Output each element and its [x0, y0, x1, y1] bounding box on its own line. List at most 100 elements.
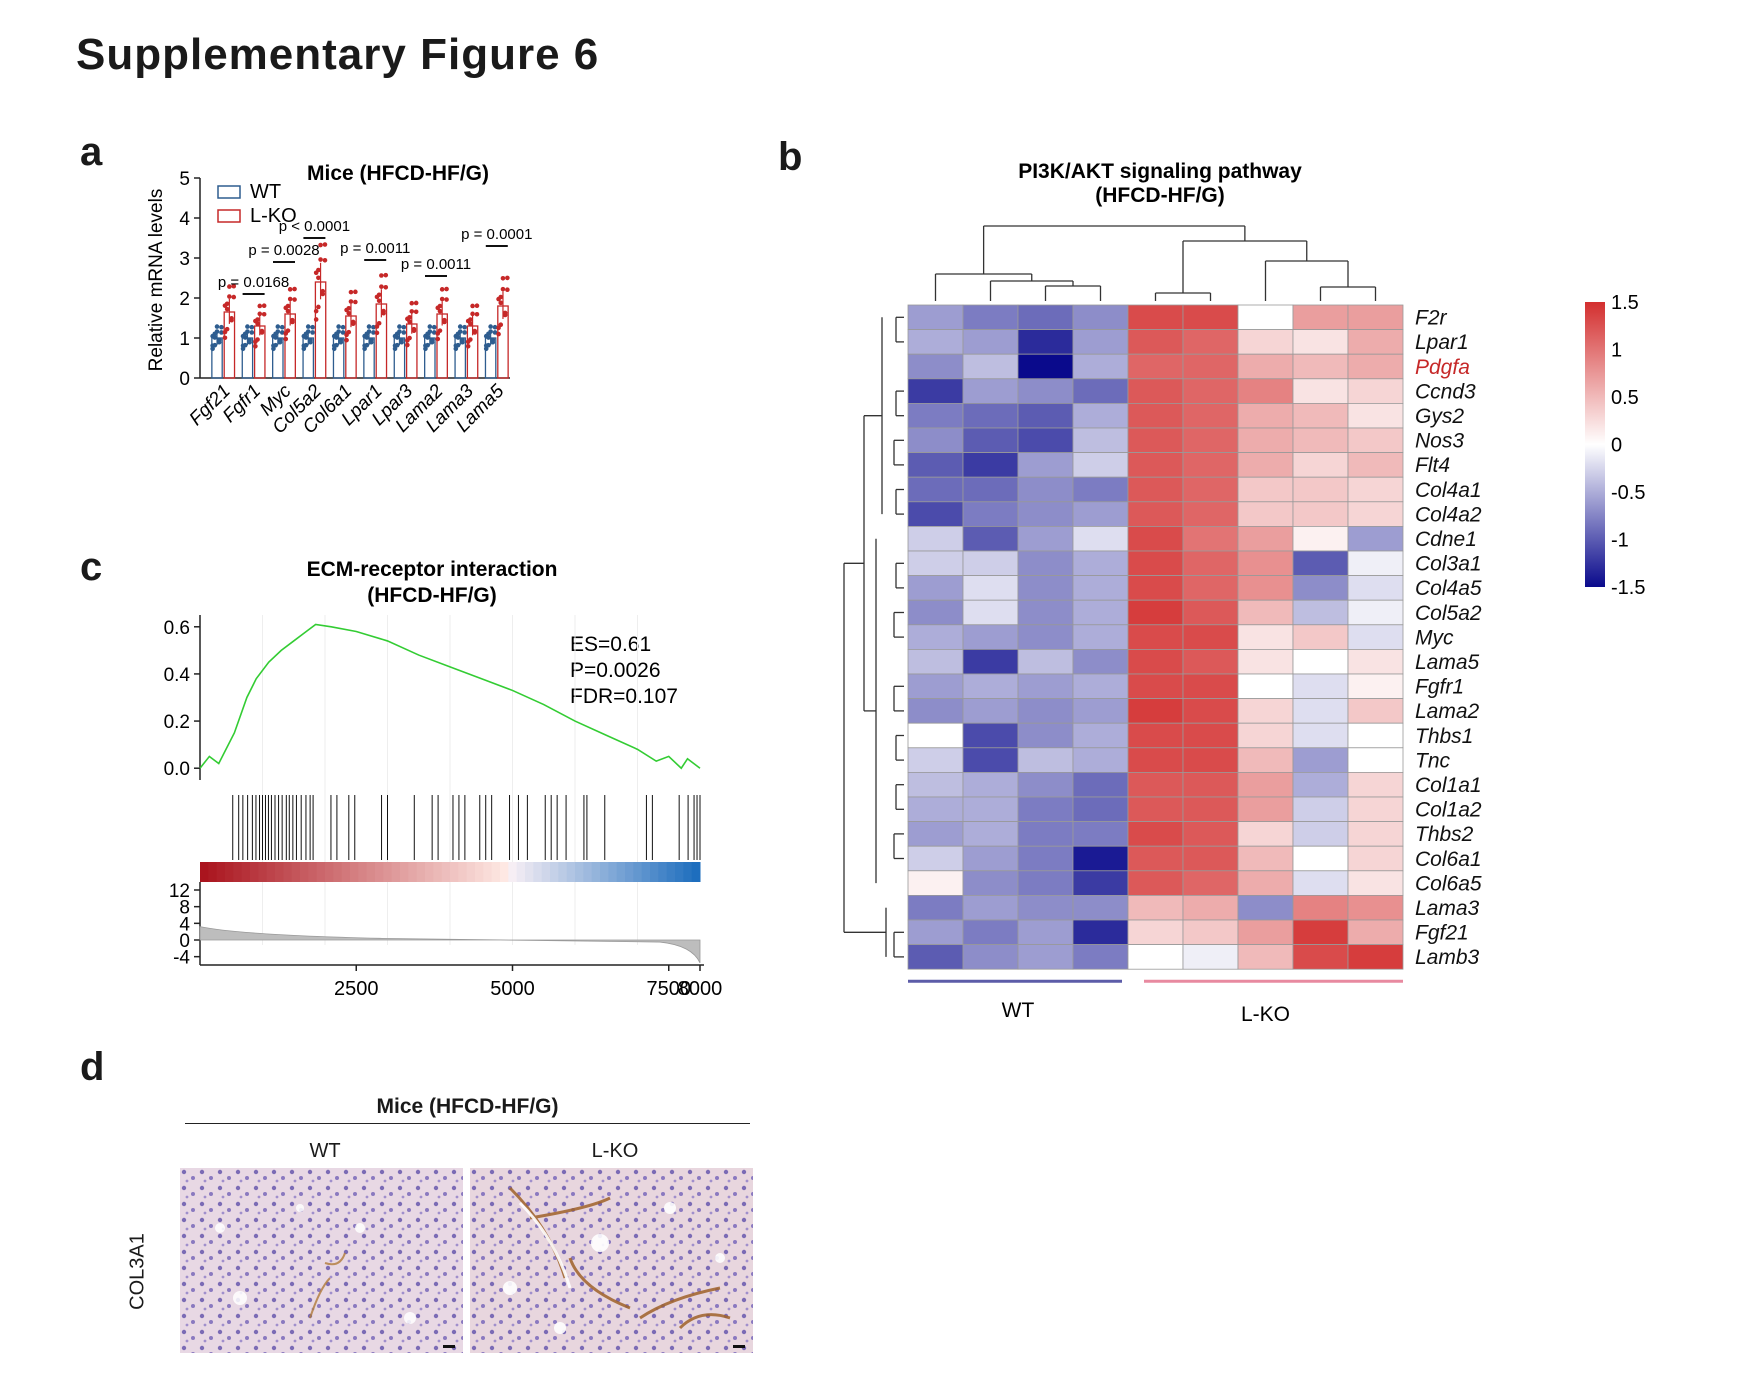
- heatmap-cell: [1017, 895, 1074, 921]
- c-rank-color-band: [633, 862, 643, 882]
- heatmap-cell: [1292, 895, 1349, 921]
- heatmap-cell: [1127, 722, 1184, 749]
- a-data-point: [498, 294, 504, 300]
- a-data-point: [212, 335, 218, 340]
- heatmap-cell: [1237, 452, 1294, 478]
- c-rank-color-band: [658, 862, 668, 882]
- a-data-point: [462, 330, 467, 335]
- heatmap-cell: [907, 525, 964, 552]
- c-rank-color-band: [408, 862, 418, 882]
- heatmap-cell: [1127, 599, 1184, 626]
- heatmap-cell: [907, 673, 964, 700]
- heatmap-cell: [1237, 599, 1294, 626]
- a-data-point: [496, 331, 501, 337]
- heatmap-cell: [1237, 845, 1294, 872]
- a-data-point: [334, 335, 339, 340]
- heatmap-cell: [1072, 796, 1129, 823]
- a-data-point: [435, 336, 441, 342]
- heatmap-row-label: Thbs1: [1415, 725, 1473, 748]
- a-y-tick-label: 0: [179, 369, 190, 390]
- a-data-point: [435, 331, 441, 336]
- heatmap-cell: [1182, 550, 1239, 577]
- a-data-point: [394, 331, 400, 337]
- heatmap-cell: [1292, 747, 1349, 773]
- a-data-point: [279, 324, 285, 330]
- heatmap-cell: [1292, 353, 1349, 380]
- a-data-point: [255, 321, 260, 327]
- a-data-point: [439, 296, 445, 302]
- heatmap-cell: [1127, 747, 1184, 773]
- c-rank-color-band: [358, 862, 368, 882]
- panel-c-stat-fdr: FDR=0.107: [570, 685, 678, 708]
- heatmap-cell: [1292, 845, 1349, 872]
- heatmap-cell: [1347, 353, 1404, 380]
- colorbar-tick-label: -1: [1611, 530, 1629, 552]
- a-data-point: [470, 303, 475, 309]
- heatmap-cell: [1072, 304, 1129, 331]
- a-data-point: [496, 325, 501, 331]
- heatmap-cell: [1347, 722, 1404, 749]
- a-data-point: [455, 335, 461, 340]
- a-data-point: [287, 296, 293, 302]
- a-data-point: [210, 346, 215, 352]
- a-data-point: [364, 331, 370, 337]
- a-data-point: [322, 258, 328, 263]
- a-pvalue-label: p = 0.0011: [401, 256, 471, 273]
- c-rank-color-band: [241, 862, 251, 882]
- heatmap-row-label: Pdgfa: [1415, 356, 1470, 379]
- heatmap-cell: [1182, 402, 1239, 429]
- figure-title: Supplementary Figure 6: [76, 30, 600, 79]
- a-data-point: [379, 273, 384, 278]
- a-data-point: [457, 324, 463, 329]
- c-rank-color-band: [233, 862, 243, 882]
- c-rank-color-band: [266, 862, 276, 882]
- c-rank-color-band: [375, 862, 384, 882]
- a-data-point: [219, 324, 224, 330]
- a-data-point: [229, 316, 234, 321]
- heatmap-cell: [907, 624, 964, 650]
- c-rank-area: [199, 926, 701, 964]
- a-data-point: [301, 346, 307, 352]
- a-data-point: [376, 292, 382, 298]
- a-data-point: [316, 275, 321, 281]
- a-data-point: [346, 310, 352, 316]
- a-data-point: [313, 317, 319, 322]
- a-legend-label-wt: WT: [250, 181, 281, 203]
- heatmap-row-label: Col1a2: [1415, 799, 1482, 822]
- heatmap-cell: [962, 821, 1019, 847]
- c-rank-color-band: [300, 862, 309, 882]
- a-data-point: [401, 330, 407, 335]
- heatmap-cell: [1017, 353, 1074, 380]
- c-rank-color-band: [433, 862, 443, 882]
- c-rank-tick-label: 8: [179, 898, 190, 919]
- c-rank-color-band: [600, 862, 609, 882]
- heatmap-cell: [1127, 476, 1184, 503]
- panel-c-gsea-plot: ECM-receptor interaction (HFCD-HF/G) ES=…: [164, 558, 723, 1000]
- heatmap-cell: [907, 747, 964, 773]
- heatmap-cell: [1017, 304, 1074, 331]
- a-pvalue-label: p = 0.0001: [461, 226, 532, 243]
- c-rank-color-band: [366, 862, 376, 882]
- heatmap-cell: [1182, 624, 1239, 650]
- heatmap-cell: [1017, 673, 1074, 700]
- a-data-point: [292, 297, 297, 302]
- heatmap-row-label: Cdne1: [1415, 528, 1477, 551]
- heatmap-cell: [1017, 747, 1074, 773]
- c-rank-color-band: [458, 862, 468, 882]
- a-y-tick-label: 3: [179, 249, 190, 270]
- c-rank-color-band: [475, 862, 484, 882]
- heatmap-cell: [1237, 870, 1294, 896]
- a-data-point: [462, 324, 467, 330]
- a-data-point: [227, 284, 232, 289]
- heatmap-cell: [1072, 427, 1129, 454]
- heatmap-cell: [1017, 402, 1074, 429]
- heatmap-cell: [907, 599, 964, 626]
- heatmap-cell: [1182, 599, 1239, 626]
- heatmap-cell: [1237, 304, 1294, 331]
- a-data-point: [407, 314, 412, 320]
- heatmap-cell: [907, 427, 964, 454]
- heatmap-cell: [1127, 427, 1184, 454]
- heatmap-cell: [1182, 944, 1239, 970]
- heatmap-cell: [1347, 525, 1404, 552]
- a-data-point: [344, 332, 349, 338]
